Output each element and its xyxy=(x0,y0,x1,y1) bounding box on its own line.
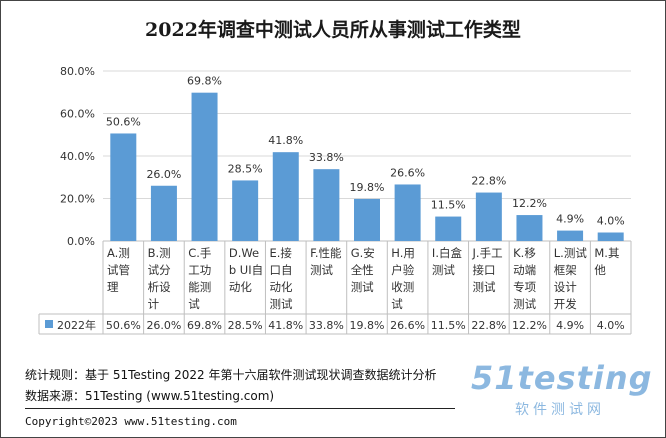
table-value: 41.8% xyxy=(268,319,303,332)
bar-data-label: 41.8% xyxy=(268,134,303,147)
category-label: L.测试框架设计开发 xyxy=(554,246,588,311)
bar xyxy=(272,152,299,241)
bar-data-label: 50.6% xyxy=(106,115,141,128)
bar xyxy=(232,180,259,241)
bar-data-label: 26.0% xyxy=(146,168,181,181)
category-label: I.白盒测试 xyxy=(432,246,463,277)
bar xyxy=(394,184,421,241)
category-label: H.用户验收测试 xyxy=(391,246,415,311)
category-label: K.移动端专项测试 xyxy=(513,246,536,311)
category-label: M.其他 xyxy=(594,246,619,277)
table-value: 4.0% xyxy=(597,319,625,332)
bar-data-label: 26.6% xyxy=(390,166,425,179)
table-value: 69.8% xyxy=(187,319,222,332)
copyright-text: Copyright©2023 www.51testing.com xyxy=(25,415,237,428)
table-value: 19.8% xyxy=(350,319,385,332)
y-tick-label: 40.0% xyxy=(60,150,95,163)
table-value: 22.8% xyxy=(471,319,506,332)
y-tick-label: 60.0% xyxy=(60,108,95,121)
bar-data-label: 11.5% xyxy=(431,199,466,212)
bar xyxy=(110,133,137,241)
statistics-rule-note: 统计规则：基于 51Testing 2022 年第十六届软件测试现状调查数据统计… xyxy=(25,368,437,382)
bar xyxy=(150,185,177,241)
category-label: F.性能测试 xyxy=(310,246,342,277)
bar xyxy=(475,192,502,241)
bar-data-label: 4.0% xyxy=(597,215,625,228)
data-source-note: 数据来源：51Testing (www.51testing.com) xyxy=(25,389,275,403)
y-tick-label: 80.0% xyxy=(60,65,95,78)
table-value: 50.6% xyxy=(106,319,141,332)
y-tick-label: 20.0% xyxy=(60,193,95,206)
table-value: 33.8% xyxy=(309,319,344,332)
category-label: C.手工功能测试 xyxy=(188,246,211,311)
bar xyxy=(354,198,380,241)
bar-data-label: 4.9% xyxy=(556,213,584,226)
chart-title: 2022年调查中测试人员所从事测试工作类型 xyxy=(145,19,521,41)
bar xyxy=(557,230,584,241)
category-label: D.We b UI自动化 xyxy=(229,246,263,294)
table-value: 28.5% xyxy=(228,319,263,332)
bar xyxy=(191,92,218,241)
table-value: 12.2% xyxy=(512,319,547,332)
table-value: 26.6% xyxy=(390,319,425,332)
y-tick-label: 0.0% xyxy=(67,235,95,248)
category-label: A.测试管理 xyxy=(107,246,130,294)
category-label: G.安全性测试 xyxy=(351,246,375,294)
category-label: B.测试分析设计 xyxy=(148,246,171,311)
legend-label: 2022年 xyxy=(57,318,96,332)
bar xyxy=(313,169,340,241)
legend-swatch xyxy=(45,320,53,328)
category-label: E.接口自动化测试 xyxy=(269,246,292,311)
bar-data-label: 33.8% xyxy=(309,151,344,164)
footer-divider xyxy=(25,408,455,409)
bar xyxy=(435,216,462,241)
bar-data-label: 28.5% xyxy=(228,162,263,175)
table-value: 26.0% xyxy=(146,319,181,332)
bar-data-label: 19.8% xyxy=(350,181,385,194)
table-value: 11.5% xyxy=(431,319,466,332)
bar xyxy=(597,232,624,241)
bar xyxy=(516,215,543,241)
bar-data-label: 69.8% xyxy=(187,75,222,88)
table-value: 4.9% xyxy=(556,319,584,332)
bar-data-label: 22.8% xyxy=(471,175,506,188)
bar-data-label: 12.2% xyxy=(512,197,547,210)
category-label: J.手工接口测试 xyxy=(472,246,503,294)
